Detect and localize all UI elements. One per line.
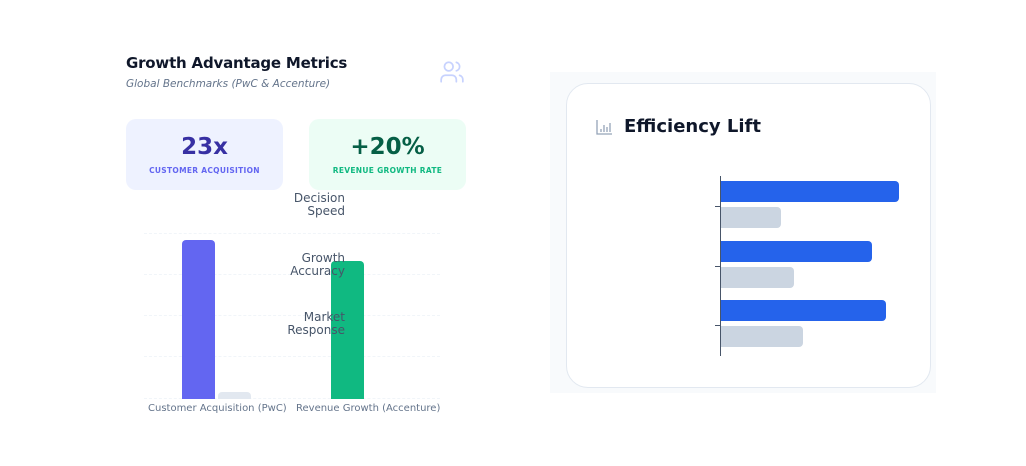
- bar-chart-icon: [596, 120, 612, 135]
- category-label: Market Response: [287, 311, 345, 337]
- growth-advantage-panel: Growth Advantage Metrics Global Benchmar…: [126, 54, 466, 190]
- bar-market-response[interactable]: [721, 300, 886, 321]
- stat-card-revenue-growth: +20% REVENUE GROWTH RATE: [309, 119, 466, 190]
- x-axis-label: Revenue Growth (Accenture): [296, 403, 441, 414]
- bar-customer-acquisition-baseline[interactable]: [218, 391, 251, 399]
- gridline: [144, 233, 440, 234]
- bar-revenue-growth[interactable]: [331, 260, 364, 399]
- category-label: Decision Speed: [294, 192, 345, 218]
- x-axis-label: Customer Acquisition (PwC): [148, 403, 287, 414]
- label-line: Decision: [293, 191, 345, 205]
- axis-tick: [715, 206, 720, 207]
- y-axis: [720, 176, 721, 356]
- panel-subtitle: Global Benchmarks (PwC & Accenture): [126, 78, 331, 90]
- panel-title: Growth Advantage Metrics: [126, 54, 348, 72]
- label-line: Growth: [301, 251, 345, 265]
- label-line: Speed: [307, 204, 345, 218]
- bar-customer-acquisition[interactable]: [182, 240, 215, 399]
- axis-tick: [715, 266, 720, 267]
- card-title: Efficiency Lift: [624, 116, 761, 137]
- efficiency-panel: Efficiency Lift Decision Speed Growth Ac…: [287, 72, 936, 393]
- growth-bar-chart: [144, 233, 440, 399]
- gridline: [144, 315, 440, 316]
- gridline: [144, 274, 440, 275]
- stat-label: REVENUE GROWTH RATE: [332, 166, 443, 175]
- bar-market-response-baseline[interactable]: [721, 326, 804, 347]
- stat-label: CUSTOMER ACQUISITION: [149, 166, 260, 175]
- stat-value: 23x: [181, 134, 228, 160]
- efficiency-card: Efficiency Lift Decision Speed Growth Ac…: [287, 83, 931, 388]
- label-line: Response: [287, 323, 345, 337]
- bar-growth-accuracy-baseline[interactable]: [721, 267, 794, 288]
- bar-decision-speed-baseline[interactable]: [721, 207, 781, 228]
- label-line: Accuracy: [290, 264, 345, 278]
- axis-tick: [715, 325, 720, 326]
- users-icon: [440, 61, 464, 83]
- stat-card-customer-acquisition: 23x CUSTOMER ACQUISITION: [126, 119, 283, 190]
- label-line: Market: [303, 310, 345, 324]
- bar-decision-speed[interactable]: [721, 181, 899, 202]
- stat-value: +20%: [350, 134, 425, 160]
- gridline: [144, 356, 440, 357]
- category-label: Growth Accuracy: [290, 252, 345, 278]
- gridline: [144, 398, 440, 399]
- bar-growth-accuracy[interactable]: [721, 241, 873, 262]
